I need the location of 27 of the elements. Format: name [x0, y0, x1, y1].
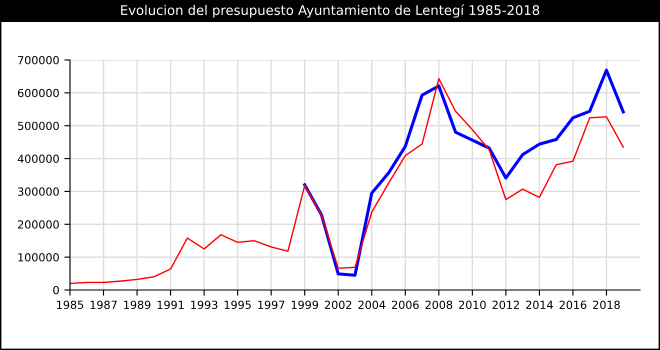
x-tick-label: 1985 — [57, 300, 84, 310]
y-tick-label: 500000 — [18, 122, 59, 130]
x-tick-label: 2002 — [324, 300, 352, 310]
x-tick-label: 2004 — [358, 300, 386, 310]
y-tick-label: 0 — [53, 286, 59, 294]
x-tick-label: 1987 — [90, 300, 117, 310]
x-tick-label: 2018 — [593, 300, 620, 310]
x-tick-label: 1999 — [292, 300, 318, 310]
x-tick-label: 1995 — [224, 300, 251, 310]
x-tick-label: 1989 — [124, 300, 150, 310]
x-tick-label: 2012 — [492, 300, 519, 310]
x-tick-label: 2006 — [392, 300, 419, 310]
x-tick-label: 1993 — [191, 300, 218, 310]
chart-title: Evolucion del presupuesto Ayuntamiento de Lentegí 1985-2018 — [121, 4, 540, 18]
y-tick-label: 600000 — [18, 88, 59, 98]
line-series — [70, 78, 624, 284]
x-tick-label: 1991 — [158, 300, 184, 310]
y-tick-label: 200000 — [18, 220, 59, 229]
x-tick-label: 1997 — [258, 300, 284, 310]
y-tick-label: 300000 — [18, 187, 59, 196]
y-tick-label: 100000 — [18, 253, 59, 262]
x-tick-label: 2014 — [526, 300, 553, 310]
x-tick-label: 2008 — [426, 300, 452, 310]
y-tick-label: 400000 — [18, 154, 59, 163]
x-tick-label: 2010 — [459, 300, 486, 310]
x-tick-label: 2016 — [560, 300, 586, 310]
y-tick-label: 700000 — [18, 56, 59, 64]
